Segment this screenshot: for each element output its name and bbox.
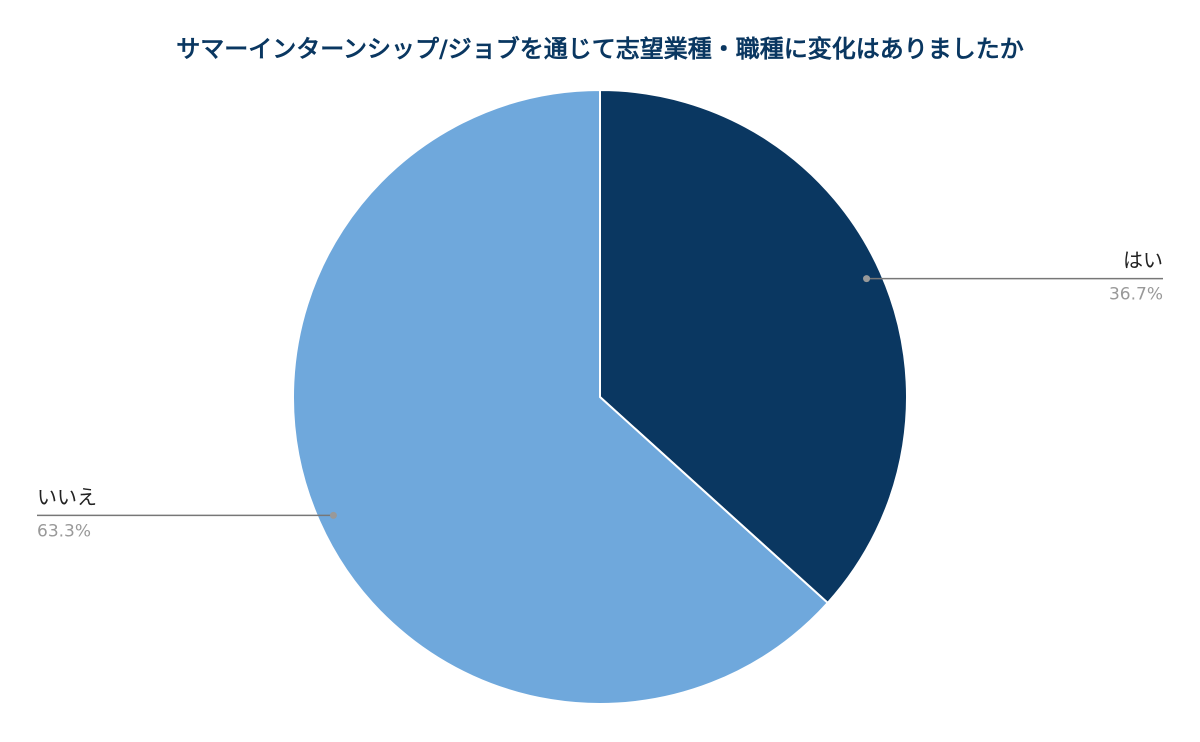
slice-label: はい <box>1123 248 1163 272</box>
leader-dot <box>329 511 337 519</box>
leader-dot <box>863 275 871 283</box>
chart-title: サマーインターンシップ/ジョブを通じて志望業種・職種に変化はありましたか <box>176 35 1024 63</box>
slice-label: いいえ <box>37 485 97 509</box>
slice-value-label: 63.3% <box>37 521 91 541</box>
slice-value-label: 36.7% <box>1109 285 1163 305</box>
pie-slice <box>599 88 908 605</box>
pie-slice <box>292 88 830 705</box>
